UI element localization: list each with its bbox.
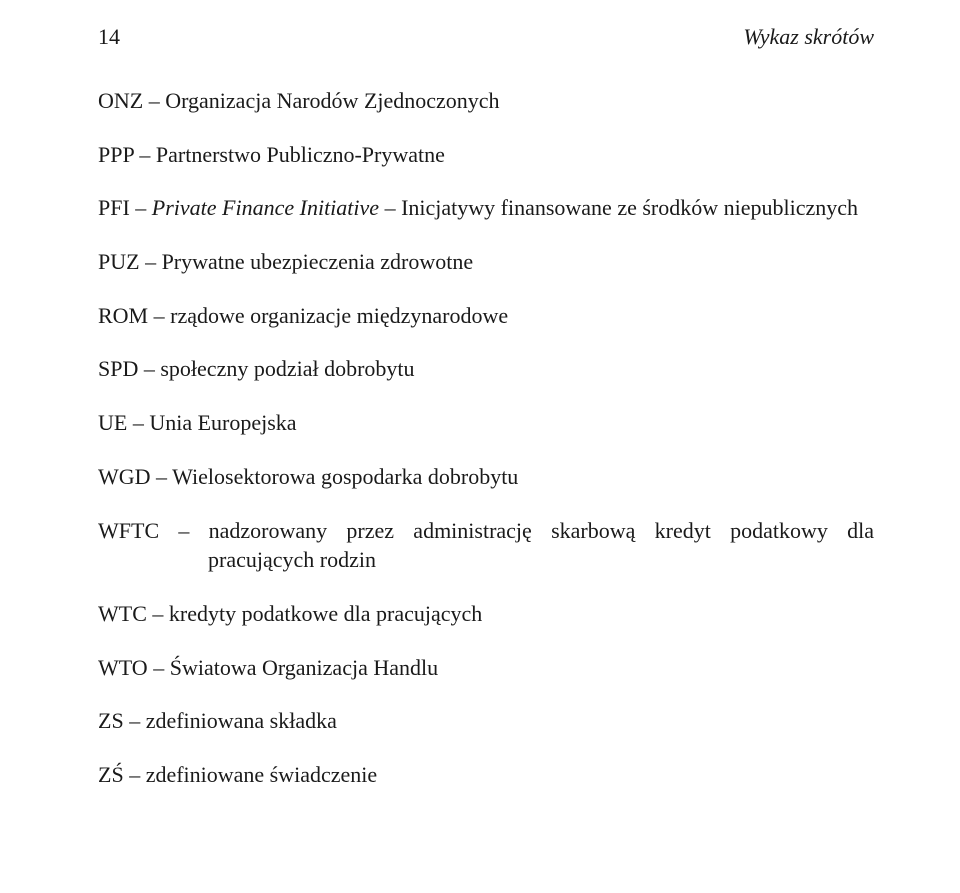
abbr: ROM xyxy=(98,303,148,328)
abbr: PFI xyxy=(98,195,130,220)
sep: – xyxy=(140,249,162,274)
abbr: PPP xyxy=(98,142,134,167)
desc-tail: – Inicjatywy finansowane ze środków niep… xyxy=(379,195,858,220)
abbr: WTO xyxy=(98,655,148,680)
entry-onz: ONZ – Organizacja Narodów Zjednoczonych xyxy=(98,86,874,116)
entry-wftc: WFTC – nadzorowany przez administrację s… xyxy=(98,516,874,575)
sep: – xyxy=(124,762,146,787)
entry-ue: UE – Unia Europejska xyxy=(98,408,874,438)
sep: – xyxy=(143,88,165,113)
entry-puz: PUZ – Prywatne ubezpieczenia zdrowotne xyxy=(98,247,874,277)
abbr: WTC xyxy=(98,601,147,626)
abbr: ONZ xyxy=(98,88,143,113)
entry-pfi: PFI – Private Finance Initiative – Inicj… xyxy=(98,193,874,223)
page-number: 14 xyxy=(98,24,120,50)
sep: – xyxy=(138,356,160,381)
desc: zdefiniowane świadczenie xyxy=(146,762,378,787)
sep: – xyxy=(148,655,170,680)
entry-wtc: WTC – kredyty podatkowe dla pracujących xyxy=(98,599,874,629)
entry-wto: WTO – Światowa Organizacja Handlu xyxy=(98,653,874,683)
desc-italic: Private Finance Initiative xyxy=(152,195,379,220)
page-header: 14 Wykaz skrótów xyxy=(98,24,874,50)
desc: zdefiniowana składka xyxy=(146,708,337,733)
desc: Wielosektorowa gospodarka dobrobytu xyxy=(172,464,518,489)
entry-ppp: PPP – Partnerstwo Publiczno-Prywatne xyxy=(98,140,874,170)
abbr: WFTC xyxy=(98,518,159,543)
page-container: 14 Wykaz skrótów ONZ – Organizacja Narod… xyxy=(0,0,960,854)
desc: społeczny podział dobrobytu xyxy=(160,356,414,381)
sep: – xyxy=(147,601,169,626)
desc: nadzorowany przez administrację skarbową… xyxy=(208,518,874,573)
desc: Partnerstwo Publiczno-Prywatne xyxy=(156,142,445,167)
entry-rom: ROM – rządowe organizacje międzynarodowe xyxy=(98,301,874,331)
entry-spd: SPD – społeczny podział dobrobytu xyxy=(98,354,874,384)
entry-zsw: ZŚ – zdefiniowane świadczenie xyxy=(98,760,874,790)
page-title: Wykaz skrótów xyxy=(743,24,874,50)
sep: – xyxy=(130,195,152,220)
sep: – xyxy=(134,142,156,167)
abbr: PUZ xyxy=(98,249,140,274)
sep: – xyxy=(124,708,146,733)
desc: rządowe organizacje międzynarodowe xyxy=(170,303,508,328)
entry-wgd: WGD – Wielosektorowa gospodarka dobrobyt… xyxy=(98,462,874,492)
abbr: ZS xyxy=(98,708,124,733)
desc: Unia Europejska xyxy=(149,410,296,435)
entry-zs: ZS – zdefiniowana składka xyxy=(98,706,874,736)
abbr: WGD xyxy=(98,464,151,489)
sep: – xyxy=(159,518,209,543)
desc: Prywatne ubezpieczenia zdrowotne xyxy=(162,249,474,274)
sep: – xyxy=(151,464,173,489)
desc: Światowa Organizacja Handlu xyxy=(170,655,438,680)
abbr: UE xyxy=(98,410,127,435)
abbr: SPD xyxy=(98,356,138,381)
desc: Organizacja Narodów Zjednoczonych xyxy=(165,88,499,113)
desc: kredyty podatkowe dla pracujących xyxy=(169,601,482,626)
abbr: ZŚ xyxy=(98,762,124,787)
sep: – xyxy=(148,303,170,328)
sep: – xyxy=(127,410,149,435)
